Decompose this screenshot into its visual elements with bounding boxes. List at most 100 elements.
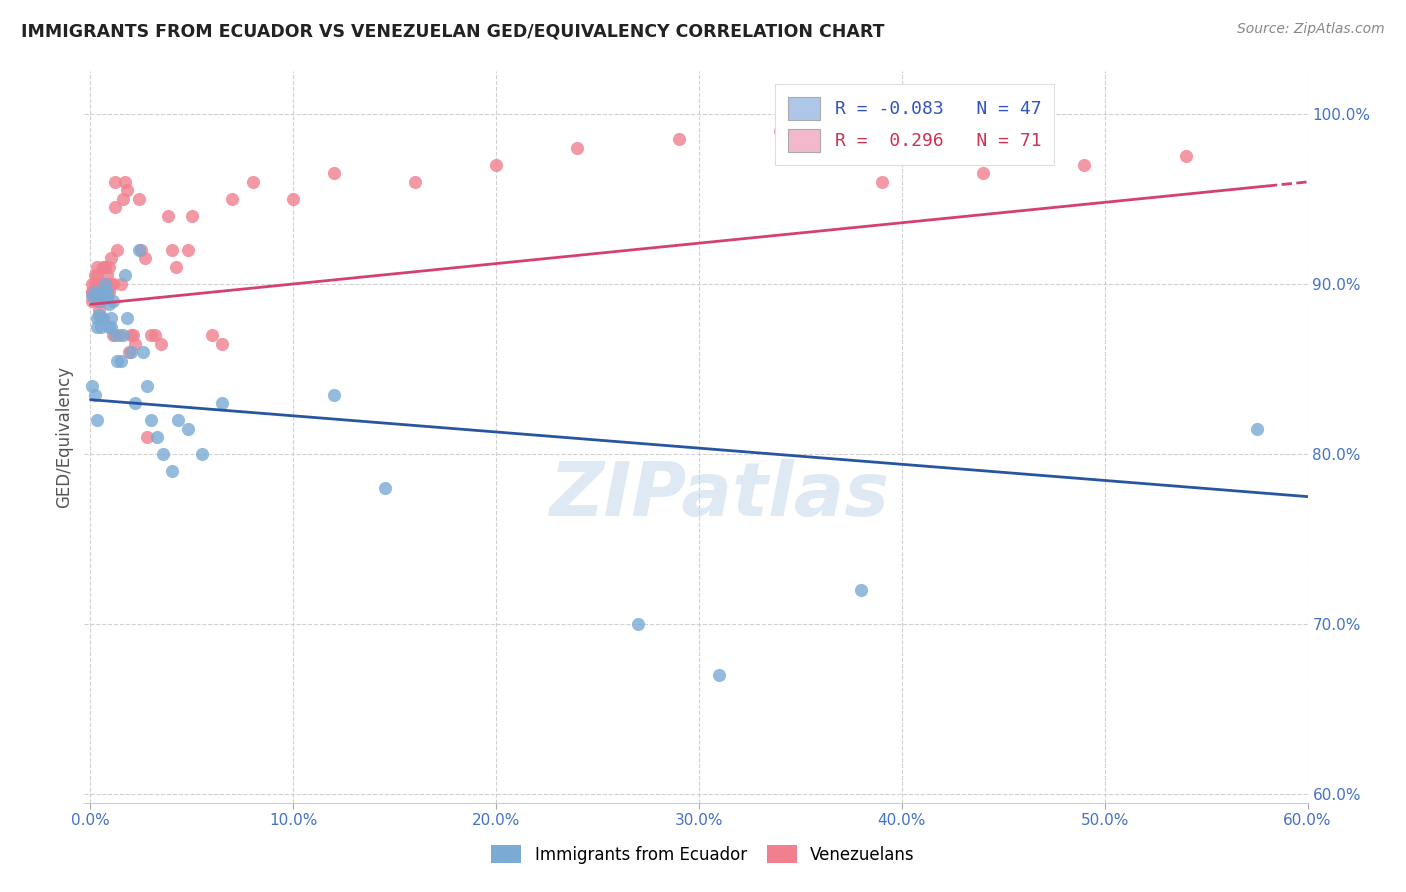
Point [90,285,112,300]
Point [110,353,132,368]
Point [165,260,187,274]
Point [108,328,131,343]
Point [93,285,115,300]
Point [86,285,108,300]
Point [86,268,108,283]
Point [110,277,132,291]
Point [485,158,508,172]
Point [124,396,146,410]
Point [87,302,110,317]
Point [709,668,731,682]
Point [404,175,426,189]
Point [86,260,108,274]
Point [82,293,104,308]
Point [374,481,396,495]
Point [166,413,188,427]
Point [82,289,104,303]
Point [82,285,104,300]
Point [191,447,214,461]
Point [567,141,589,155]
Point [105,353,128,368]
Point [96,277,118,291]
Point [177,243,200,257]
Point [122,328,145,343]
Point [851,583,873,598]
Point [1246,421,1268,435]
Point [120,328,142,343]
Point [322,387,344,401]
Point [118,345,141,359]
Point [160,464,183,478]
Point [136,430,159,444]
Point [141,413,163,427]
Point [141,328,163,343]
Point [87,277,110,291]
Point [83,285,105,300]
Text: Source: ZipAtlas.com: Source: ZipAtlas.com [1237,22,1385,37]
Point [96,268,118,283]
Point [83,387,105,401]
Point [91,311,114,326]
Point [86,311,108,326]
Point [972,166,994,180]
Point [283,192,305,206]
Point [128,243,150,257]
Point [114,268,136,283]
Point [156,209,179,223]
Point [322,166,344,180]
Point [769,124,792,138]
Legend: Immigrants from Ecuador, Venezuelans: Immigrants from Ecuador, Venezuelans [485,838,921,871]
Point [100,252,122,266]
Point [668,132,690,146]
Point [96,291,118,305]
Point [97,285,120,300]
Point [87,285,110,300]
Point [211,396,233,410]
Point [91,285,114,300]
Point [128,192,150,206]
Point [90,311,112,326]
Point [104,328,127,343]
Point [136,379,159,393]
Point [120,345,142,359]
Point [111,192,134,206]
Point [870,175,893,189]
Text: ZIPatlas: ZIPatlas [550,459,890,533]
Point [101,328,124,343]
Point [124,336,146,351]
Point [104,201,127,215]
Point [177,421,200,435]
Text: IMMIGRANTS FROM ECUADOR VS VENEZUELAN GED/EQUIVALENCY CORRELATION CHART: IMMIGRANTS FROM ECUADOR VS VENEZUELAN GE… [21,22,884,40]
Point [97,319,120,334]
Point [160,243,183,257]
Point [152,447,174,461]
Point [101,277,124,291]
Point [91,260,114,274]
Point [143,328,166,343]
Point [105,243,128,257]
Point [104,175,127,189]
Point [201,328,224,343]
Point [132,345,155,359]
Point [1174,149,1197,163]
Point [101,293,124,308]
Point [100,319,122,334]
Point [100,277,122,291]
Point [83,268,105,283]
Point [87,308,110,322]
Point [115,311,138,326]
Point [82,277,104,291]
Point [82,285,104,300]
Point [93,277,115,291]
Point [86,293,108,308]
Point [242,175,264,189]
Point [93,277,115,291]
Point [93,260,115,274]
Point [180,209,202,223]
Point [111,328,134,343]
Point [129,243,152,257]
Point [1073,158,1095,172]
Point [93,285,115,300]
Point [627,617,650,632]
Point [100,311,122,326]
